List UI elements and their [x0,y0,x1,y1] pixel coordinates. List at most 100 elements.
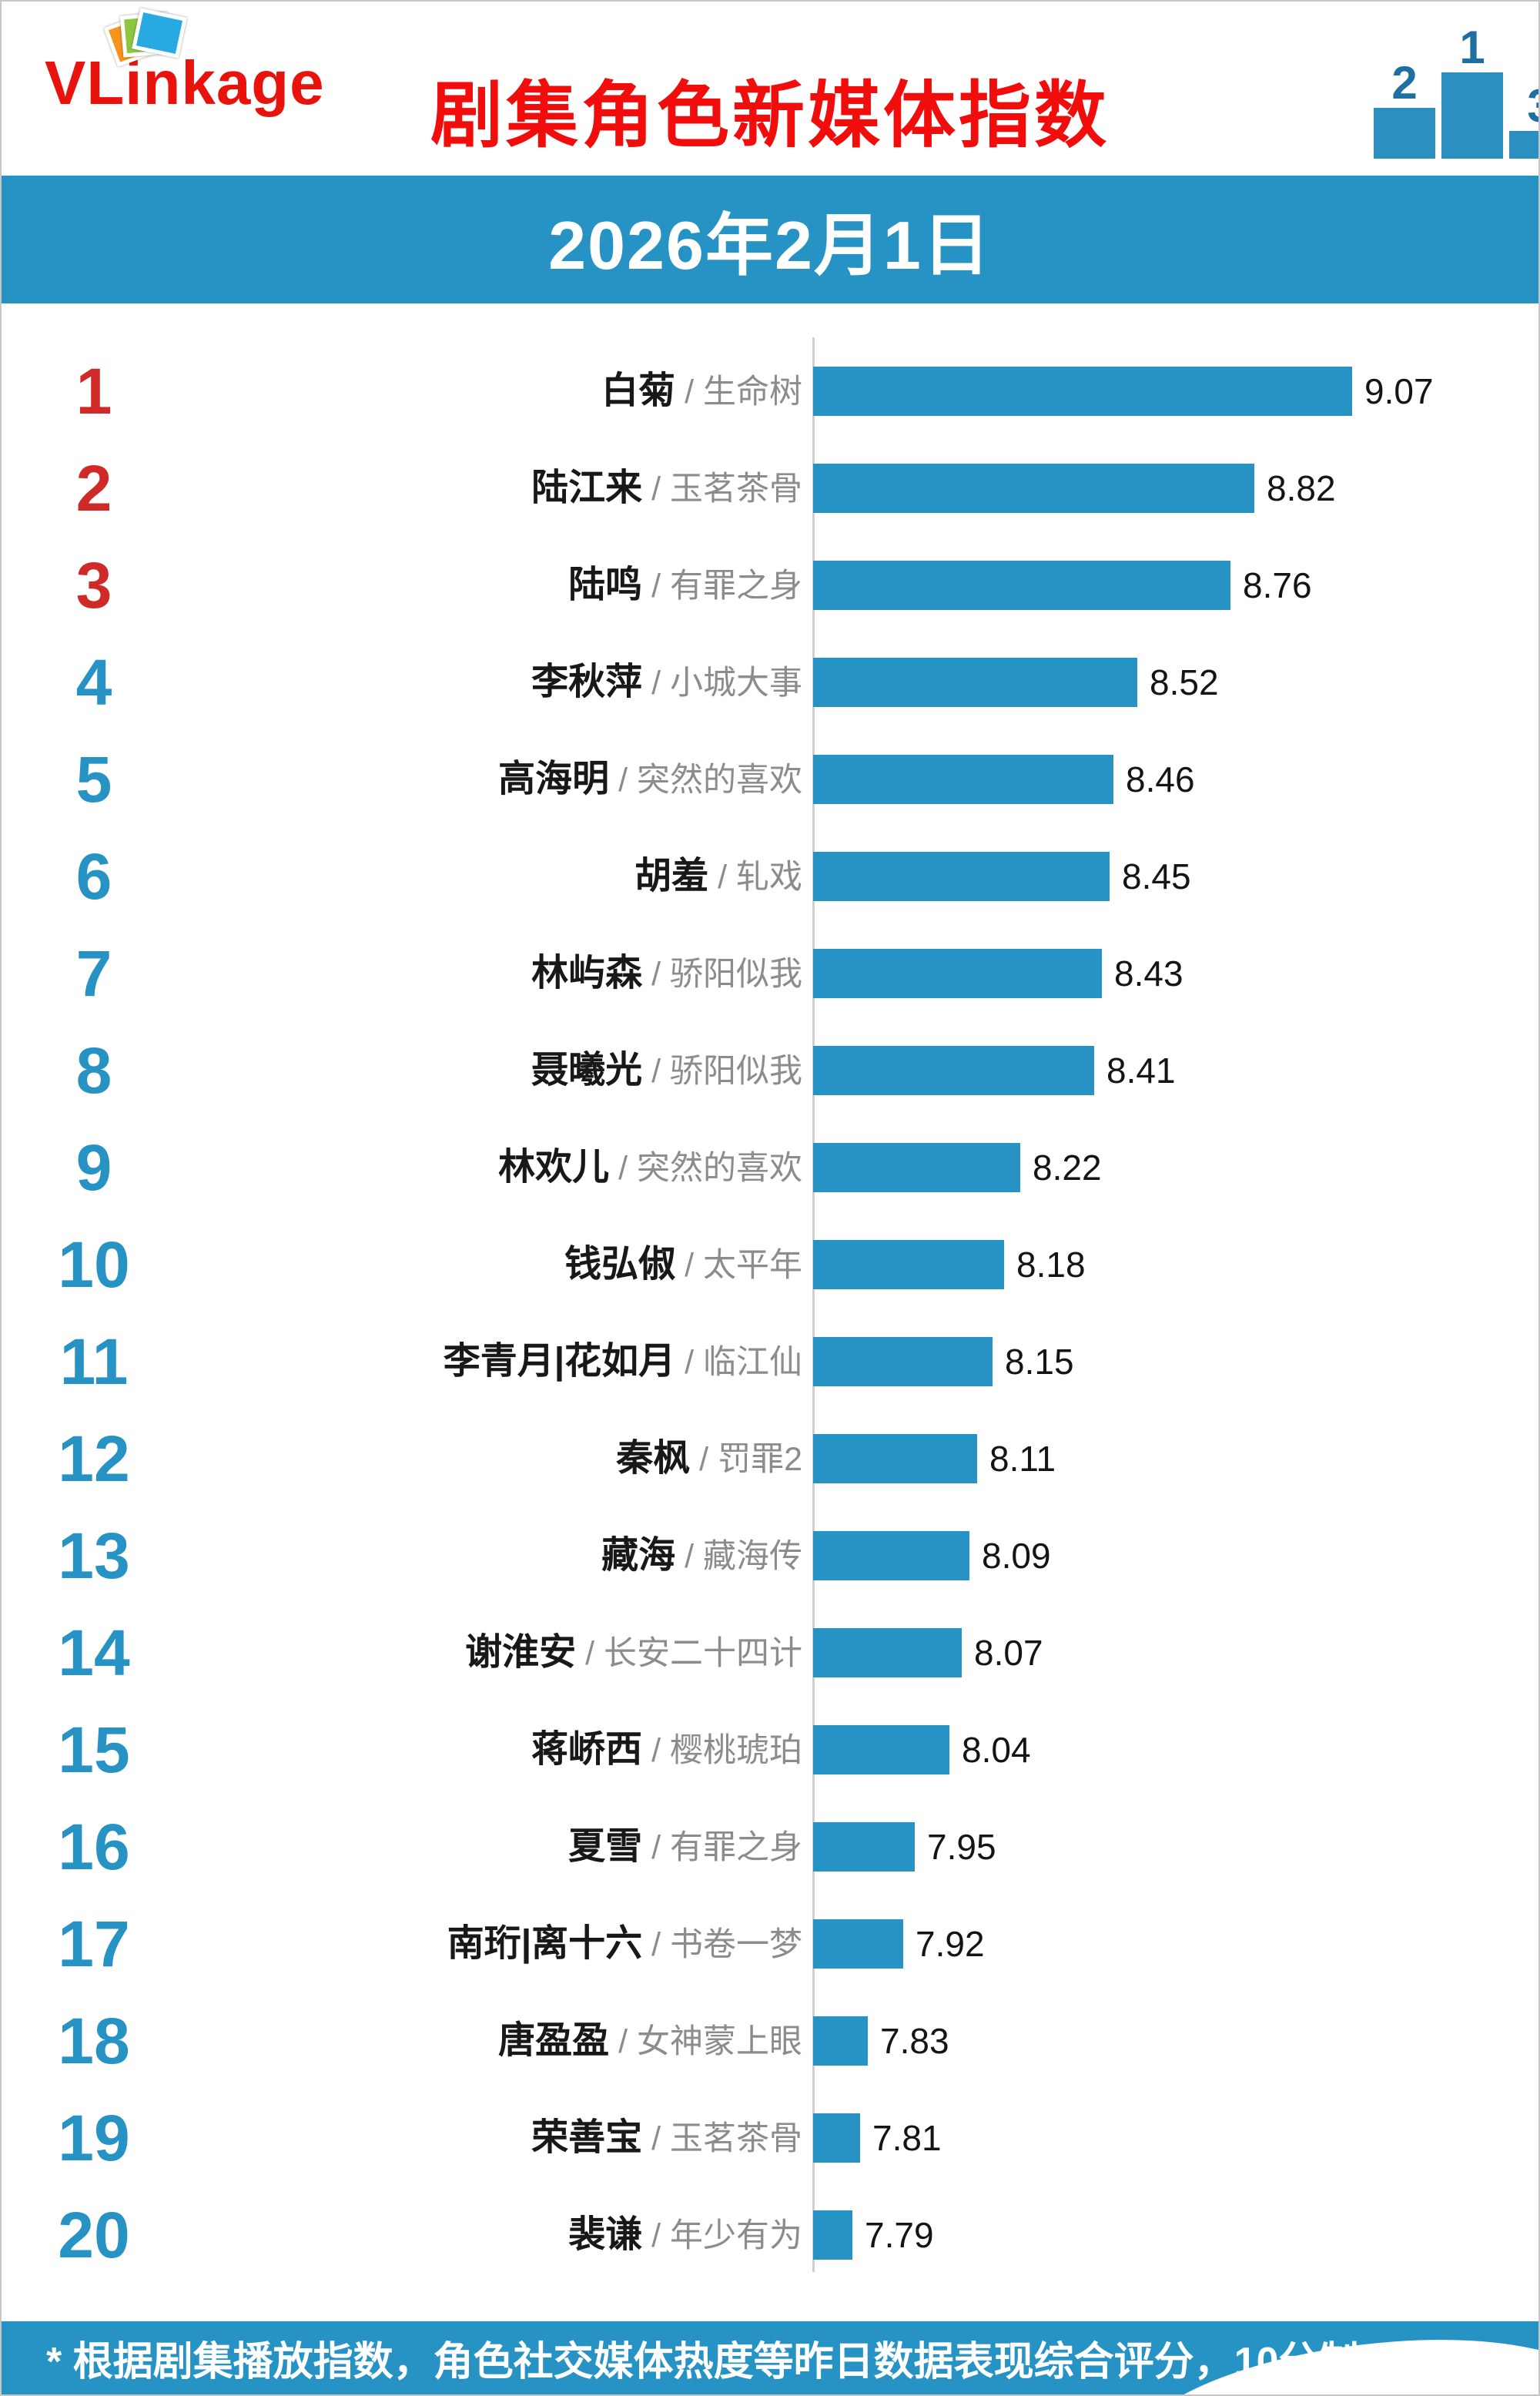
separator: / [708,859,736,896]
separator: / [642,1053,670,1090]
chart-row: 20 裴谦 / 年少有为 7.79 [2,2187,1538,2284]
separator: / [576,1635,604,1672]
bar-value: 8.52 [1150,662,1219,702]
character-name: 夏雪 [568,1826,643,1867]
chart-row: 16 夏雪 / 有罪之身 7.95 [2,1798,1538,1895]
chart-row: 9 林欢儿 / 突然的喜欢 8.22 [2,1119,1538,1216]
bar-value: 8.04 [962,1730,1031,1770]
row-label: 蒋峤西 / 樱桃琥珀 [186,1701,802,1798]
bar [813,1143,1020,1192]
separator: / [642,568,670,605]
character-name: 胡羞 [634,856,709,896]
show-name: 骄阳似我 [670,956,802,993]
bar-value: 9.07 [1364,371,1434,411]
rank-number: 3 [75,549,112,622]
bar-value: 8.11 [989,1439,1056,1479]
row-label: 裴谦 / 年少有为 [186,2187,802,2284]
vlinkage-logo: VLinkage [45,8,325,119]
podium-block-3 [1509,131,1538,159]
rank-number: 2 [75,452,112,524]
chart-row: 3 陆鸣 / 有罪之身 8.76 [2,537,1538,634]
rank-number: 6 [75,840,112,913]
character-name: 陆江来 [531,467,643,508]
bar-value: 8.46 [1126,759,1195,799]
character-name: 高海明 [498,759,610,799]
row-label: 林欢儿 / 突然的喜欢 [186,1119,802,1216]
bar-value: 8.76 [1243,565,1312,605]
rank-number: 4 [75,646,112,719]
character-name: 李秋萍 [531,662,643,702]
character-name: 白菊 [601,370,676,411]
rank-number: 14 [58,1617,130,1689]
podium-col-3: 3 [1509,83,1538,159]
podium-icon: 2 1 3 [1374,25,1538,159]
chart-row: 2 陆江来 / 玉茗茶骨 8.82 [2,440,1538,537]
separator: / [675,374,703,411]
bar [813,1725,949,1774]
separator: / [609,1150,637,1187]
chart-row: 8 聂曦光 / 骄阳似我 8.41 [2,1022,1538,1119]
character-name: 藏海 [601,1535,676,1576]
rank-number: 5 [75,743,112,816]
bar-value: 8.09 [982,1536,1051,1576]
row-label: 唐盈盈 / 女神蒙上眼 [186,1992,802,2089]
row-label: 李秋萍 / 小城大事 [186,634,802,731]
show-name: 玉茗茶骨 [670,471,802,508]
chart-row: 19 荣善宝 / 玉茗茶骨 7.81 [2,2089,1538,2187]
character-name: 南珩|离十六 [447,1923,643,1964]
show-name: 藏海传 [703,1538,802,1575]
axis-baseline [812,337,815,2272]
bar [813,949,1102,998]
character-name: 唐盈盈 [498,2020,610,2061]
podium-block-1 [1441,72,1503,159]
separator: / [642,665,670,702]
bar [813,1531,969,1580]
character-name: 谢淮安 [465,1632,577,1673]
show-name: 骄阳似我 [670,1053,802,1090]
rank-number: 7 [75,937,112,1010]
bar [813,658,1137,707]
character-name: 秦枫 [616,1438,691,1479]
row-label: 李青月|花如月 / 临江仙 [186,1313,802,1410]
separator: / [642,1926,670,1963]
row-label: 陆鸣 / 有罪之身 [186,537,802,634]
show-name: 轧戏 [736,859,802,896]
row-label: 谢淮安 / 长安二十四计 [186,1604,802,1701]
rank-number: 1 [75,355,112,427]
date-text: 2026年2月1日 [548,206,992,283]
character-name: 陆鸣 [568,565,643,605]
bar [813,1240,1004,1289]
bar [813,1337,993,1386]
row-label: 夏雪 / 有罪之身 [186,1798,802,1895]
separator: / [642,471,670,508]
logo-text: VLinkage [45,49,325,117]
bar-value: 7.95 [927,1827,996,1867]
row-label: 藏海 / 藏海传 [186,1507,802,1604]
rank-number: 10 [58,1228,130,1301]
row-label: 秦枫 / 罚罪2 [186,1410,802,1507]
bar [813,367,1352,416]
row-label: 聂曦光 / 骄阳似我 [186,1022,802,1119]
separator: / [690,1441,718,1478]
row-label: 荣善宝 / 玉茗茶骨 [186,2089,802,2187]
footer-note-bar: * 根据剧集播放指数，角色社交媒体热度等昨日数据表现综合评分，10分制 [2,2321,1538,2394]
bar-value: 8.43 [1114,953,1183,994]
separator: / [609,762,637,799]
bar [813,1628,962,1677]
character-name: 林屿森 [531,953,643,994]
rank-number: 15 [58,1714,130,1786]
page-title: 剧集角色新媒体指数 [430,75,1110,156]
chart-row: 17 南珩|离十六 / 书卷一梦 7.92 [2,1895,1538,1992]
rank-number: 13 [58,1520,130,1592]
character-name: 荣善宝 [531,2117,643,2158]
separator: / [642,2217,670,2254]
show-name: 玉茗茶骨 [670,2120,802,2157]
bar [813,1434,977,1483]
podium-number-3: 3 [1527,83,1538,129]
bar-value: 7.92 [916,1924,985,1964]
rank-number: 19 [58,2102,130,2174]
bar [813,1822,915,1872]
podium-col-1: 1 [1441,25,1503,159]
podium-number-1: 1 [1459,22,1485,73]
